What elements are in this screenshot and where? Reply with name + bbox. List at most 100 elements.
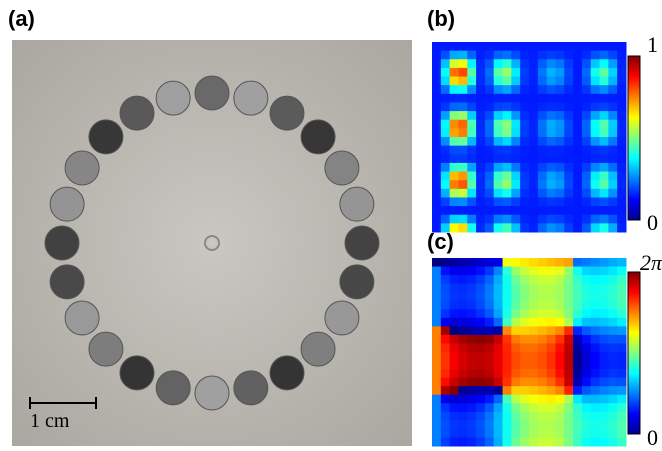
heatmap-cell xyxy=(494,429,503,438)
heatmap-cell xyxy=(520,267,529,276)
heatmap-cell xyxy=(582,403,591,412)
heatmap-cell xyxy=(617,386,626,395)
heatmap-cell xyxy=(600,206,609,215)
heatmap-cell xyxy=(617,284,626,293)
heatmap-cell xyxy=(432,180,441,189)
heatmap-cell xyxy=(617,420,626,429)
heatmap-cell xyxy=(494,42,503,51)
heatmap-cell xyxy=(529,172,538,181)
heatmap-cell xyxy=(520,412,529,421)
heatmap-cell xyxy=(608,94,617,103)
heatmap-cell xyxy=(617,215,626,224)
heatmap-cell xyxy=(485,68,494,77)
heatmap-cell xyxy=(555,172,564,181)
heatmap-cell xyxy=(494,301,503,310)
heatmap-cell xyxy=(476,223,485,232)
heatmap-cell xyxy=(582,189,591,198)
heatmap-cell xyxy=(511,189,520,198)
heatmap-cell xyxy=(564,420,573,429)
heatmap-cell xyxy=(450,292,459,301)
heatmap-cell xyxy=(564,429,573,438)
heatmap-cell xyxy=(441,172,450,181)
heatmap-cell xyxy=(467,386,476,395)
disc xyxy=(340,265,374,299)
heatmap-cell xyxy=(573,361,582,370)
heatmap-cell xyxy=(555,437,564,446)
heatmap-cell xyxy=(600,343,609,352)
heatmap-cell xyxy=(432,59,441,68)
heatmap-cell xyxy=(617,189,626,198)
heatmap-cell xyxy=(432,361,441,370)
heatmap-cell xyxy=(458,68,467,77)
heatmap-cell xyxy=(503,68,512,77)
heatmap-cell xyxy=(494,361,503,370)
heatmap-cell xyxy=(591,301,600,310)
heatmap-cell xyxy=(520,395,529,404)
heatmap-cell xyxy=(582,258,591,267)
heatmap-cell xyxy=(564,172,573,181)
heatmap-cell xyxy=(503,275,512,284)
heatmap-cell xyxy=(503,267,512,276)
heatmap-cell xyxy=(503,206,512,215)
heatmap-cell xyxy=(494,111,503,120)
heatmap-cell xyxy=(582,386,591,395)
heatmap-cell xyxy=(450,68,459,77)
heatmap-cell xyxy=(432,429,441,438)
heatmap-cell xyxy=(467,137,476,146)
heatmap-cell xyxy=(608,128,617,137)
heatmap-cell xyxy=(582,369,591,378)
heatmap-cell xyxy=(485,258,494,267)
heatmap-cell xyxy=(591,128,600,137)
heatmap-cell xyxy=(617,85,626,94)
heatmap-cell xyxy=(617,352,626,361)
heatmap-cell xyxy=(608,172,617,181)
heatmap-cell xyxy=(432,369,441,378)
heatmap-cell xyxy=(555,292,564,301)
heatmap-cell xyxy=(564,206,573,215)
heatmap-cell xyxy=(538,326,547,335)
disc xyxy=(65,151,99,185)
heatmap-cell xyxy=(485,85,494,94)
heatmap-cell xyxy=(538,318,547,327)
heatmap-cell xyxy=(617,206,626,215)
heatmap-cell xyxy=(529,429,538,438)
heatmap xyxy=(432,42,627,233)
heatmap-cell xyxy=(564,59,573,68)
heatmap-cell xyxy=(467,215,476,224)
heatmap-cell xyxy=(494,128,503,137)
heatmap-cell xyxy=(485,343,494,352)
heatmap-cell xyxy=(476,137,485,146)
heatmap-cell xyxy=(617,301,626,310)
heatmap-cell xyxy=(441,68,450,77)
heatmap-cell xyxy=(520,378,529,387)
heatmap-cell xyxy=(564,369,573,378)
heatmap-cell xyxy=(494,189,503,198)
heatmap-cell xyxy=(555,326,564,335)
heatmap-cell xyxy=(441,189,450,198)
heatmap-cell xyxy=(547,361,556,370)
heatmap-cell xyxy=(555,85,564,94)
heatmap-cell xyxy=(555,403,564,412)
heatmap-cell xyxy=(600,154,609,163)
heatmap-cell xyxy=(432,163,441,172)
heatmap-cell xyxy=(520,42,529,51)
disc xyxy=(340,187,374,221)
heatmap-cell xyxy=(591,163,600,172)
heatmap-cell xyxy=(511,429,520,438)
heatmap-cell xyxy=(485,361,494,370)
heatmap-cell xyxy=(582,275,591,284)
heatmap-cell xyxy=(494,197,503,206)
disc xyxy=(65,301,99,335)
heatmap-cell xyxy=(441,51,450,60)
heatmap-cell xyxy=(529,318,538,327)
heatmap-cell xyxy=(582,223,591,232)
heatmap-cell xyxy=(432,395,441,404)
heatmap-cell xyxy=(600,111,609,120)
heatmap-cell xyxy=(485,395,494,404)
scale-label: 1 cm xyxy=(30,410,70,432)
heatmap-cell xyxy=(432,172,441,181)
heatmap-cell xyxy=(503,172,512,181)
disc xyxy=(234,371,268,405)
heatmap-cell xyxy=(600,318,609,327)
heatmap-cell xyxy=(547,128,556,137)
